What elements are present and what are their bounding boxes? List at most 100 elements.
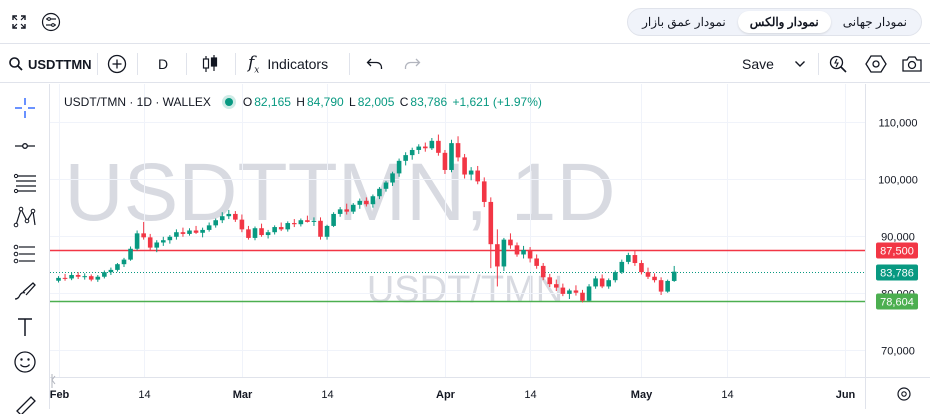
compare-symbol-button[interactable] <box>107 45 127 83</box>
quick-search-button[interactable] <box>828 45 848 83</box>
candle-body <box>226 213 232 217</box>
fib-tool[interactable] <box>10 168 40 198</box>
quick-search-icon <box>829 55 847 73</box>
text-tool[interactable] <box>10 312 40 342</box>
snapshot-button[interactable] <box>901 45 923 83</box>
candle <box>501 237 507 272</box>
candle <box>462 153 467 179</box>
prediction-tool[interactable] <box>10 239 40 269</box>
candle <box>547 273 553 288</box>
scroll-left-handle[interactable] <box>51 374 56 388</box>
ruler-tool[interactable] <box>10 389 40 419</box>
gear-icon <box>865 55 887 73</box>
candle <box>56 276 61 283</box>
candle <box>586 284 592 302</box>
candle <box>626 252 631 265</box>
pattern-tool[interactable] <box>10 202 40 232</box>
candle <box>82 273 87 280</box>
fullscreen-button[interactable] <box>6 9 32 35</box>
candle <box>534 254 539 269</box>
candle <box>671 265 677 282</box>
price-tick-label: 70,000 <box>881 346 915 358</box>
low-label: L <box>349 95 356 109</box>
candle <box>383 180 389 192</box>
candle <box>468 167 474 181</box>
low-value: 82,005 <box>357 95 395 109</box>
candle <box>665 279 670 293</box>
horizontal-lines <box>50 249 865 303</box>
candle <box>108 267 114 276</box>
candle <box>193 225 199 234</box>
level-price-label: 87,500 <box>880 246 914 258</box>
chart-type-button[interactable] <box>201 45 219 83</box>
trend-line-tool[interactable] <box>10 131 40 161</box>
candle-body <box>462 157 467 175</box>
time-tick-label: Feb <box>50 389 70 401</box>
gear-icon <box>897 387 911 401</box>
candle-body <box>82 276 87 278</box>
tab-global-chart[interactable]: نمودار جهانی <box>842 15 907 29</box>
function-icon: fx <box>248 52 260 76</box>
candle-body <box>56 277 61 281</box>
candle <box>167 235 173 244</box>
crosshair-tool[interactable] <box>10 93 40 123</box>
interval-button[interactable]: D <box>158 56 169 72</box>
candle-body <box>285 223 291 230</box>
save-button[interactable]: Save <box>742 45 774 83</box>
time-axis[interactable]: Feb 14 Mar 14 Apr 14 May 14 Jun <box>50 377 930 402</box>
chart-settings-button[interactable] <box>38 9 64 35</box>
candle <box>206 222 212 232</box>
candle-body <box>665 280 670 292</box>
candle <box>265 229 271 239</box>
candle-body <box>102 272 107 277</box>
price-tick-label: 90,000 <box>881 232 915 244</box>
candle-body <box>514 245 520 255</box>
candle-body <box>69 275 74 279</box>
last-price-label: 83,786 <box>880 268 914 280</box>
symbol-label: USDTTMN <box>28 56 92 72</box>
candle <box>606 278 611 289</box>
candle-body <box>639 263 644 273</box>
save-menu-button[interactable] <box>794 45 806 83</box>
candle <box>364 197 369 207</box>
legend-symbol-title[interactable]: USDT/TMN · 1D · WALLEX <box>64 95 211 109</box>
candle-body <box>128 248 133 260</box>
candle <box>350 203 356 214</box>
symbol-search[interactable]: USDTTMN <box>8 45 92 83</box>
candle-body <box>383 182 389 189</box>
candle-body <box>246 229 251 238</box>
price-axis[interactable]: 110,000100,00090,00080,00070,00087,50078… <box>865 84 919 409</box>
chart-properties-button[interactable] <box>865 45 887 83</box>
redo-button[interactable] <box>403 45 421 83</box>
candle <box>69 272 74 281</box>
price-tick-label: 110,000 <box>879 118 918 130</box>
emoji-tool[interactable] <box>10 347 40 377</box>
candle <box>429 137 435 150</box>
candle-body <box>436 140 441 153</box>
tab-wallex-chart[interactable]: نمودار والکس <box>737 11 831 33</box>
watermark-large: USDTTMN, 1D <box>64 147 615 238</box>
candle-body <box>311 220 317 222</box>
brush-tool[interactable] <box>10 276 40 306</box>
price-chart[interactable]: USDTTMN, 1D USDT/TMN 110,000 100,000 90,00… <box>50 84 930 409</box>
brush-icon <box>14 282 36 300</box>
candle <box>187 228 192 236</box>
candle <box>488 197 494 269</box>
candle-body <box>75 275 81 277</box>
axis-settings-button[interactable] <box>897 387 911 401</box>
tab-depth-chart[interactable]: نمودار عمق بازار <box>642 15 726 29</box>
candle <box>147 233 153 252</box>
candle-body <box>442 152 448 170</box>
candle-body <box>554 284 559 288</box>
candle-body <box>645 272 651 277</box>
candle-body <box>626 255 631 262</box>
candle <box>481 177 487 208</box>
symbol-watermark: USDTTMN, 1D USDT/TMN <box>64 147 615 311</box>
candle-body <box>344 209 349 212</box>
candle <box>337 207 343 217</box>
candle <box>390 171 395 186</box>
candle-body <box>206 225 212 230</box>
undo-button[interactable] <box>366 45 384 83</box>
indicators-button[interactable]: fx Indicators <box>248 45 328 83</box>
candle-body <box>193 230 199 233</box>
